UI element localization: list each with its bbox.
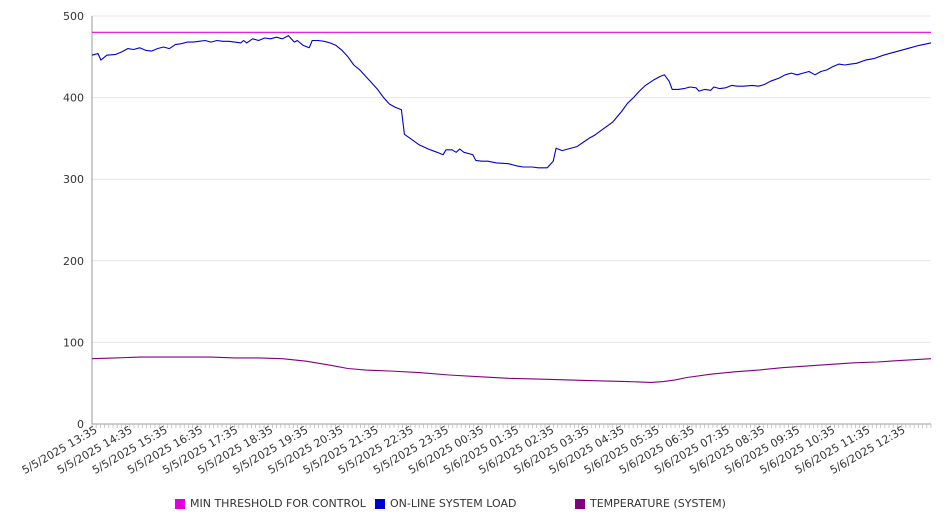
legend: MIN THRESHOLD FOR CONTROL ON-LINE SYSTEM… bbox=[0, 497, 946, 515]
y-tick-label-200: 200 bbox=[63, 255, 84, 268]
legend-swatch-threshold bbox=[175, 498, 185, 509]
axes bbox=[91, 16, 932, 428]
legend-item-load[interactable]: ON-LINE SYSTEM LOAD bbox=[375, 497, 516, 510]
legend-swatch-temperature bbox=[575, 498, 585, 509]
grid-lines bbox=[92, 15, 931, 343]
y-tick-label-100: 100 bbox=[63, 336, 84, 349]
legend-swatch-load bbox=[375, 498, 385, 509]
legend-item-threshold[interactable]: MIN THRESHOLD FOR CONTROL bbox=[175, 497, 366, 510]
legend-label-temperature: TEMPERATURE (SYSTEM) bbox=[590, 497, 726, 510]
series-line-temperature bbox=[91, 356, 932, 383]
legend-label-load: ON-LINE SYSTEM LOAD bbox=[390, 497, 517, 510]
series-lines bbox=[91, 31, 932, 383]
legend-label-threshold: MIN THRESHOLD FOR CONTROL bbox=[190, 497, 366, 510]
x-axis-tick-labels: 5/5/2025 13:355/5/2025 14:355/5/2025 15:… bbox=[20, 423, 908, 477]
y-tick-label-500: 500 bbox=[63, 10, 84, 23]
y-tick-label-0: 0 bbox=[77, 418, 84, 431]
y-tick-label-300: 300 bbox=[63, 173, 84, 186]
y-axis-tick-labels: 0 100 200 300 400 500 bbox=[63, 10, 84, 431]
legend-item-temperature[interactable]: TEMPERATURE (SYSTEM) bbox=[575, 497, 726, 510]
series-line-load bbox=[91, 35, 932, 169]
y-tick-label-400: 400 bbox=[63, 92, 84, 105]
